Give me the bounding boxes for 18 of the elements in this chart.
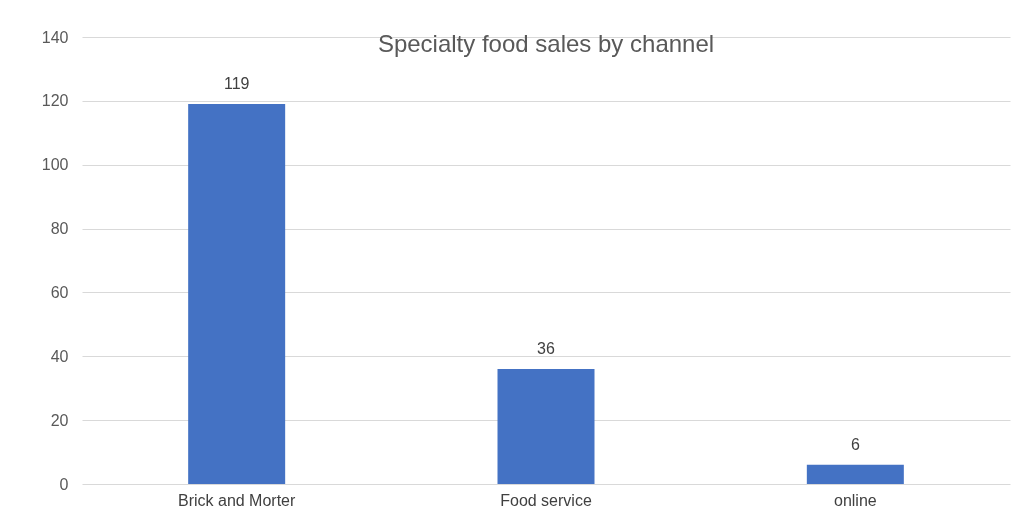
data-label: 36 xyxy=(537,340,555,358)
y-tick-label: 140 xyxy=(41,28,69,46)
data-label: 6 xyxy=(850,435,860,453)
y-tick-label: 0 xyxy=(59,475,69,493)
bar xyxy=(806,464,904,484)
y-tick-label: 80 xyxy=(50,220,69,238)
bar xyxy=(188,104,286,484)
bar xyxy=(497,369,595,484)
x-tick-label: Food service xyxy=(500,491,592,509)
y-tick-label: 60 xyxy=(50,283,69,301)
y-tick-label: 120 xyxy=(41,92,69,110)
y-tick-label: 100 xyxy=(41,156,69,174)
y-tick-label: 20 xyxy=(50,411,69,429)
y-tick-label: 40 xyxy=(50,347,69,365)
data-label: 119 xyxy=(223,75,250,93)
x-tick-label: Brick and Morter xyxy=(177,491,297,509)
x-tick-label: online xyxy=(833,491,877,509)
chart-title: Specialty food sales by channel xyxy=(377,30,715,57)
